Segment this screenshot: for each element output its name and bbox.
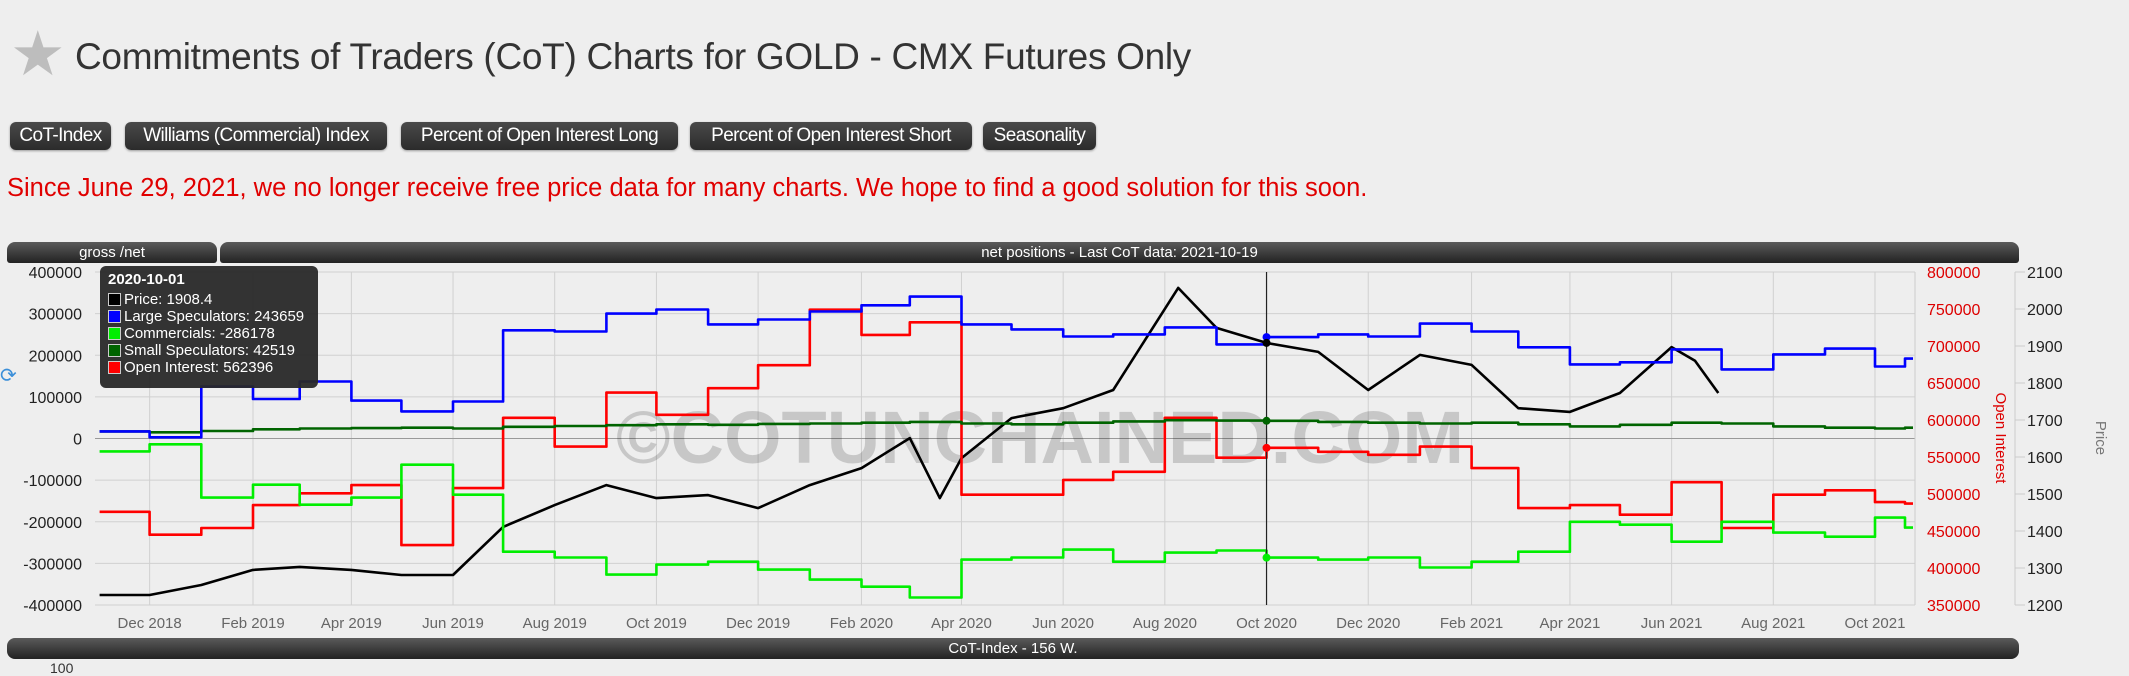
y-oi-axis-title: Open Interest xyxy=(1992,393,2009,485)
large-speculators-swatch xyxy=(108,310,121,323)
y-left-tick-label: -100000 xyxy=(23,473,82,490)
crosshair-marker xyxy=(1262,443,1271,452)
y-left-tick-label: 300000 xyxy=(29,307,82,324)
x-tick-label: Oct 2020 xyxy=(1236,615,1297,632)
y-oi-tick-label: 650000 xyxy=(1927,376,1980,393)
tooltip-large-speculators: Large Speculators: 243659 xyxy=(124,308,305,325)
y-price-tick-label: 1400 xyxy=(2027,524,2063,541)
crosshair-marker xyxy=(1262,338,1271,347)
star-icon[interactable]: ★ xyxy=(10,20,66,89)
y-oi-tick-label: 350000 xyxy=(1927,598,1980,615)
crosshair-marker xyxy=(1262,333,1271,342)
series-small-speculators xyxy=(99,418,1913,434)
y-oi-tick-label: 600000 xyxy=(1927,413,1980,430)
next-chart-axis-label: 100 xyxy=(50,660,74,676)
y-left-tick-label: -300000 xyxy=(23,556,82,573)
x-tick-label: Oct 2019 xyxy=(626,615,687,632)
y-oi-tick-label: 450000 xyxy=(1927,524,1980,541)
seasonality-button[interactable]: Seasonality xyxy=(983,122,1096,150)
y-oi-tick-label: 500000 xyxy=(1927,487,1980,504)
y-price-tick-label: 1500 xyxy=(2027,487,2063,504)
refresh-icon[interactable]: ⟳ xyxy=(0,365,17,387)
tooltip-open-interest: Open Interest: 562396 xyxy=(124,359,274,376)
commercials-swatch xyxy=(108,327,121,340)
x-tick-label: Dec 2019 xyxy=(726,615,790,632)
tooltip-row-open-interest: Open Interest: 562396 xyxy=(108,359,310,376)
chart-title-bar: net positions - Last CoT data: 2021-10-1… xyxy=(220,242,2019,263)
tooltip-price: Price: 1908.4 xyxy=(124,291,213,308)
x-tick-label: Apr 2019 xyxy=(321,615,382,632)
crosshair-marker xyxy=(1262,553,1271,562)
cot-index-bar[interactable]: CoT-Index - 156 W. xyxy=(7,638,2019,659)
gross-net-toggle[interactable]: gross /net xyxy=(7,242,217,263)
y-price-tick-label: 1600 xyxy=(2027,450,2063,467)
x-tick-label: Aug 2021 xyxy=(1741,615,1805,632)
x-tick-label: Dec 2020 xyxy=(1336,615,1400,632)
y-left-tick-label: -400000 xyxy=(23,598,82,615)
percent-oi-long-button[interactable]: Percent of Open Interest Long xyxy=(401,122,678,150)
net-positions-chart: Dec 2018 Feb 2019 Apr 2019 Jun 2019 Aug 2019… xyxy=(23,265,2109,632)
x-tick-label: Aug 2019 xyxy=(523,615,587,632)
tooltip-small-speculators: Small Speculators: 42519 xyxy=(124,342,295,359)
williams-index-button[interactable]: Williams (Commercial) Index xyxy=(125,122,387,150)
tooltip-commercials: Commercials: -286178 xyxy=(124,325,275,342)
y-oi-tick-label: 550000 xyxy=(1927,450,1980,467)
price-data-notice: Since June 29, 2021, we no longer receiv… xyxy=(7,174,1368,202)
tooltip-row-small-speculators: Small Speculators: 42519 xyxy=(108,342,310,359)
x-tick-label: Jun 2019 xyxy=(422,615,484,632)
y-left-tick-label: 200000 xyxy=(29,348,82,365)
y-oi-tick-label: 400000 xyxy=(1927,561,1980,578)
y-left-tick-label: 100000 xyxy=(29,390,82,407)
x-tick-label: Jun 2020 xyxy=(1032,615,1094,632)
price-swatch xyxy=(108,293,121,306)
y-left-tick-label: 400000 xyxy=(29,265,82,282)
x-tick-label: Jun 2021 xyxy=(1641,615,1703,632)
tooltip-row-large-speculators: Large Speculators: 243659 xyxy=(108,308,310,325)
y-price-tick-label: 1200 xyxy=(2027,598,2063,615)
crosshair-marker xyxy=(1262,416,1271,425)
series-price xyxy=(99,286,1720,597)
y-price-tick-label: 1700 xyxy=(2027,413,2063,430)
tooltip-row-commercials: Commercials: -286178 xyxy=(108,325,310,342)
y-price-tick-label: 1800 xyxy=(2027,376,2063,393)
percent-oi-short-button[interactable]: Percent of Open Interest Short xyxy=(690,122,972,150)
open-interest-swatch xyxy=(108,361,121,374)
y-oi-tick-label: 700000 xyxy=(1927,339,1980,356)
y-price-tick-label: 1900 xyxy=(2027,339,2063,356)
watermark: ©COTUNCHAINED.COM xyxy=(616,396,1464,479)
y-left-tick-label: 0 xyxy=(73,432,82,449)
page-title: Commitments of Traders (CoT) Charts for … xyxy=(75,36,1191,77)
x-tick-label: Oct 2021 xyxy=(1845,615,1906,632)
x-tick-label: Feb 2021 xyxy=(1440,615,1503,632)
x-tick-label: Feb 2020 xyxy=(830,615,893,632)
tooltip-row-price: Price: 1908.4 xyxy=(108,291,310,308)
x-tick-label: Aug 2020 xyxy=(1133,615,1197,632)
y-price-axis-title: Price xyxy=(2092,421,2109,455)
small-speculators-swatch xyxy=(108,344,121,357)
x-tick-label: Apr 2020 xyxy=(931,615,992,632)
x-tick-label: Apr 2021 xyxy=(1539,615,1600,632)
tooltip-date: 2020-10-01 xyxy=(108,271,185,288)
y-price-tick-label: 2100 xyxy=(2027,265,2063,282)
x-tick-label: Feb 2019 xyxy=(221,615,284,632)
x-tick-label: Dec 2018 xyxy=(118,615,182,632)
y-oi-tick-label: 800000 xyxy=(1927,265,1980,282)
chart-tooltip: 2020-10-01 Price: 1908.4 Large Speculato… xyxy=(100,266,318,388)
series-large-speculators xyxy=(99,295,1913,439)
cot-index-button[interactable]: CoT-Index xyxy=(10,122,111,150)
y-oi-tick-label: 750000 xyxy=(1927,302,1980,319)
y-price-tick-label: 2000 xyxy=(2027,302,2063,319)
series-commercials xyxy=(99,443,1913,599)
series-open-interest xyxy=(99,308,1913,547)
y-price-tick-label: 1300 xyxy=(2027,561,2063,578)
y-left-tick-label: -200000 xyxy=(23,515,82,532)
